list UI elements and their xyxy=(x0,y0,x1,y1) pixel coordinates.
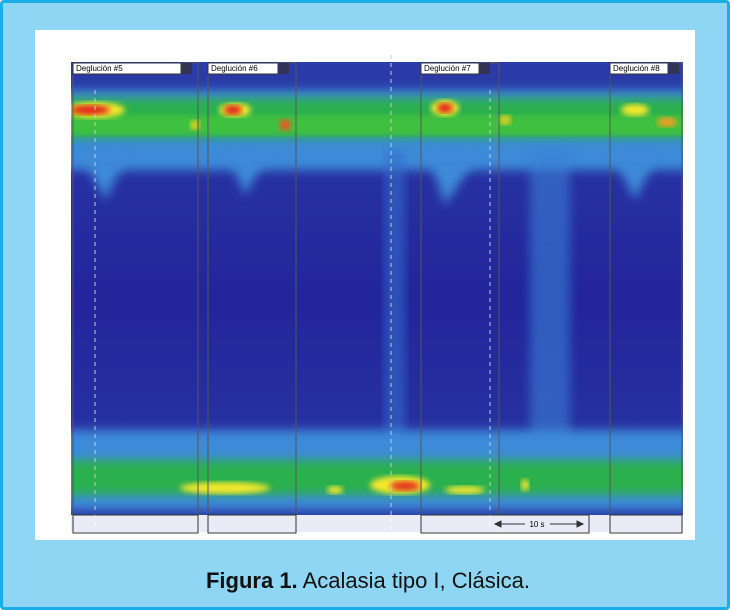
manometry-image: Deglución #5 Deglución #6 Deglución #7 D… xyxy=(35,30,695,540)
caption: Figura 1. Acalasia tipo I, Clásica. xyxy=(3,568,730,594)
swallow-label: Deglución #6 xyxy=(211,64,258,73)
swallow-label: Deglución #8 xyxy=(613,64,660,73)
caption-text: Acalasia tipo I, Clásica. xyxy=(303,568,530,593)
figure-frame: Deglución #5 Deglución #6 Deglución #7 D… xyxy=(0,0,730,610)
swallow-label: Deglución #5 xyxy=(76,64,123,73)
swallow-label: Deglución #7 xyxy=(424,64,471,73)
caption-label: Figura 1. xyxy=(206,568,298,593)
heatmap xyxy=(65,62,695,532)
time-scale: 10 s xyxy=(529,520,544,529)
